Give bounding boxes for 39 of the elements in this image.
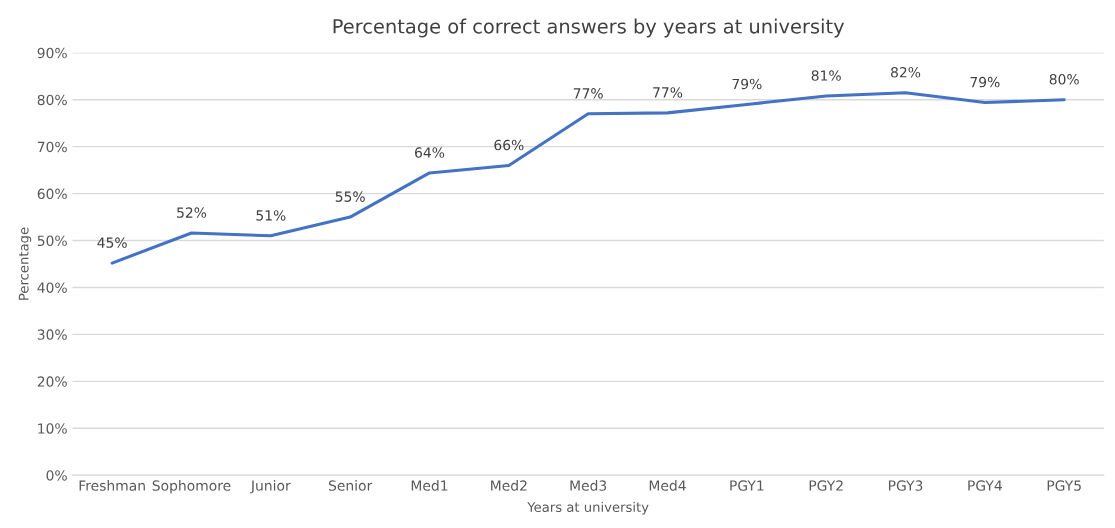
y-tick-label: 50% [37, 235, 67, 247]
data-label: 82% [891, 67, 921, 78]
x-axis-title: Years at university [527, 501, 649, 515]
x-tick-label: Med2 [491, 480, 527, 491]
data-label: 52% [177, 207, 207, 218]
x-tick-label: PGY2 [809, 480, 843, 491]
x-tick-label: Senior [328, 480, 373, 491]
data-label: 80% [1049, 74, 1079, 85]
x-tick-label: PGY5 [1047, 480, 1081, 491]
y-tick-label: 30% [37, 329, 67, 340]
x-tick-label: Med4 [649, 480, 686, 491]
x-tick-label: Sophomore [152, 480, 231, 494]
x-tick-label: Med3 [570, 480, 607, 491]
y-tick-label: 90% [37, 47, 67, 59]
y-axis-title: Percentage [18, 227, 32, 300]
data-label: 55% [335, 191, 365, 202]
x-tick-label: Freshman [79, 480, 145, 491]
x-tick-label: PGY4 [968, 480, 1002, 491]
x-tick-label: Med1 [411, 480, 448, 491]
x-tick-label: PGY3 [888, 480, 923, 491]
y-tick-label: 10% [38, 423, 67, 434]
y-tick-label: 70% [37, 141, 67, 153]
y-tick-label: 60% [37, 188, 67, 200]
x-tick-label: Junior [250, 480, 291, 494]
chart-title: Percentage of correct answers by years at university [333, 18, 845, 38]
data-label: 81% [811, 70, 841, 81]
data-label: 51% [256, 210, 286, 221]
x-tick-label: PGY1 [730, 480, 764, 491]
y-tick-label: 0% [46, 470, 67, 481]
data-label: 79% [970, 76, 1000, 88]
data-label: 66% [494, 139, 524, 151]
y-tick-label: 40% [37, 282, 67, 293]
y-tick-label: 20% [37, 376, 67, 387]
data-label: 79% [732, 78, 762, 90]
y-tick-label: 80% [37, 94, 67, 106]
data-label: 45% [97, 237, 127, 248]
data-label: 77% [573, 88, 603, 99]
data-label: 64% [415, 147, 445, 158]
data-label: 77% [653, 87, 683, 98]
